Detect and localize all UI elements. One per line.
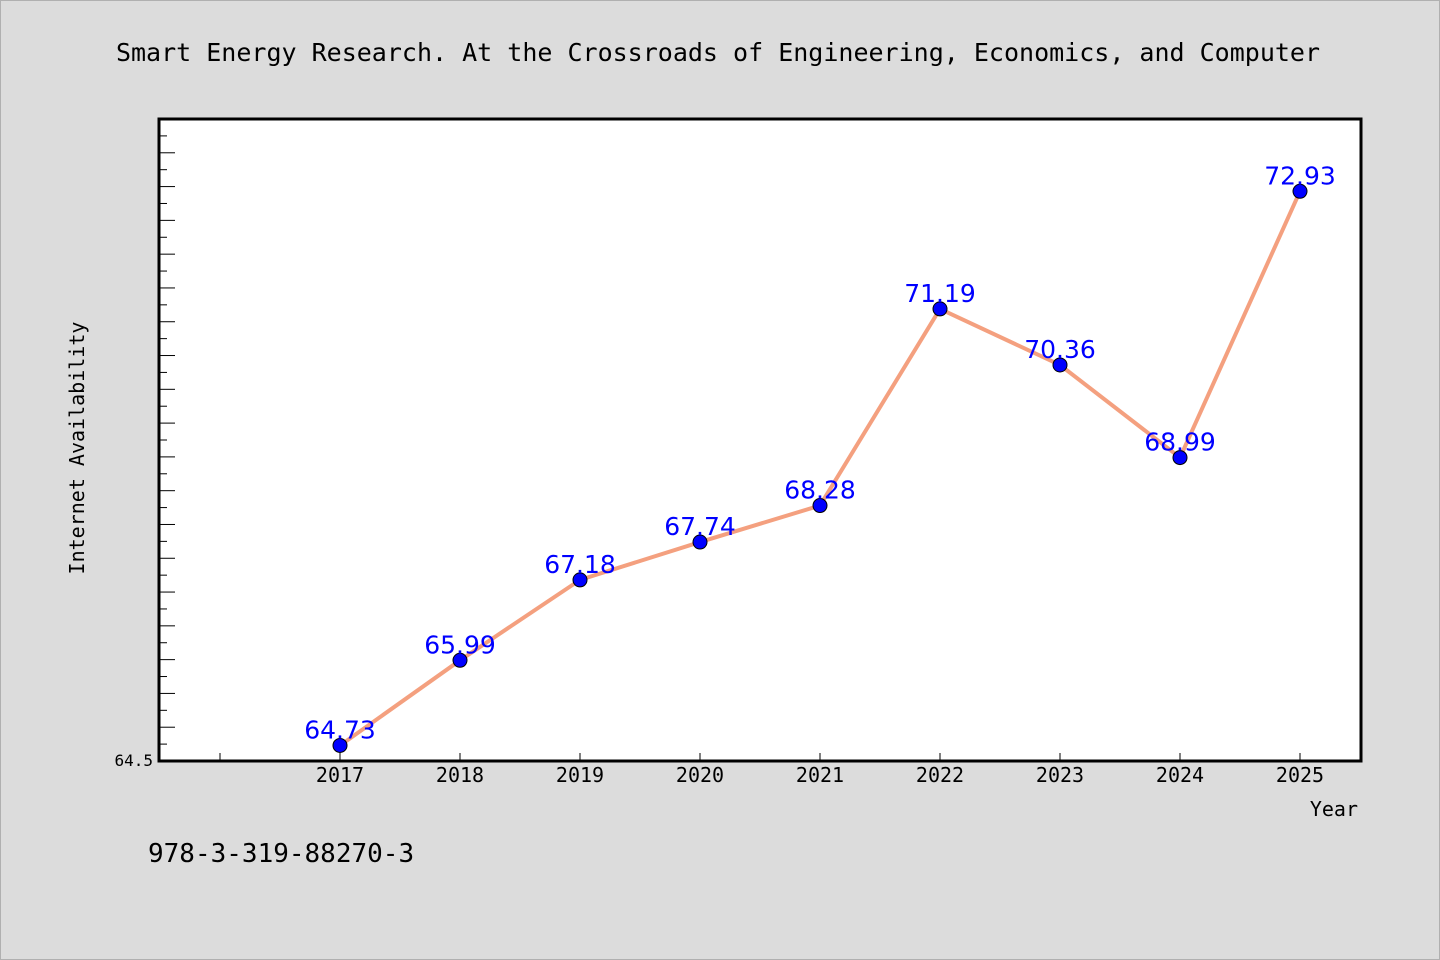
data-label: 72.93 <box>1264 161 1336 190</box>
data-point <box>1052 357 1068 373</box>
x-axis-label: Year <box>1310 797 1358 821</box>
data-point <box>1172 450 1188 466</box>
data-point <box>572 572 588 588</box>
data-point <box>692 534 708 550</box>
data-point <box>332 737 348 753</box>
x-axis-tick-labels: 2017 2018 2019 2020 2021 2022 2023 2024 2025 <box>316 763 1324 787</box>
data-label: 71.19 <box>904 279 976 308</box>
series-internet-availability: 64.73 65.99 67.18 67.74 68.28 71.19 70.36 68.99… <box>304 161 1336 753</box>
data-label: 65.99 <box>424 630 496 659</box>
x-tick-label: 2022 <box>916 763 964 787</box>
x-tick-label: 2021 <box>796 763 844 787</box>
data-point <box>812 498 828 514</box>
x-tick-label: 2018 <box>436 763 484 787</box>
x-tick-label: 2024 <box>1156 763 1204 787</box>
data-point <box>452 652 468 668</box>
data-label: 67.74 <box>664 512 736 541</box>
data-label: 70.36 <box>1024 335 1096 364</box>
data-point <box>1292 183 1308 199</box>
data-point <box>932 301 948 317</box>
chart-title: Smart Energy Research. At the Crossroads… <box>116 38 1320 67</box>
x-tick-label: 2023 <box>1036 763 1084 787</box>
y-axis-label: Internet Availability <box>65 322 89 575</box>
data-label: 68.28 <box>784 476 856 505</box>
x-tick-label: 2020 <box>676 763 724 787</box>
x-tick-label: 2025 <box>1276 763 1324 787</box>
y-axis-ticks <box>159 118 175 762</box>
plot-area <box>157 117 1363 763</box>
data-label: 64.73 <box>304 715 376 744</box>
x-tick-label: 2019 <box>556 763 604 787</box>
x-tick-label: 2017 <box>316 763 364 787</box>
y-tick-label: 64.5 <box>114 751 153 770</box>
isbn-footer: 978-3-319-88270-3 <box>148 839 414 869</box>
data-label: 68.99 <box>1144 428 1216 457</box>
data-label: 67.18 <box>544 550 616 579</box>
x-axis-ticks <box>219 753 1301 761</box>
